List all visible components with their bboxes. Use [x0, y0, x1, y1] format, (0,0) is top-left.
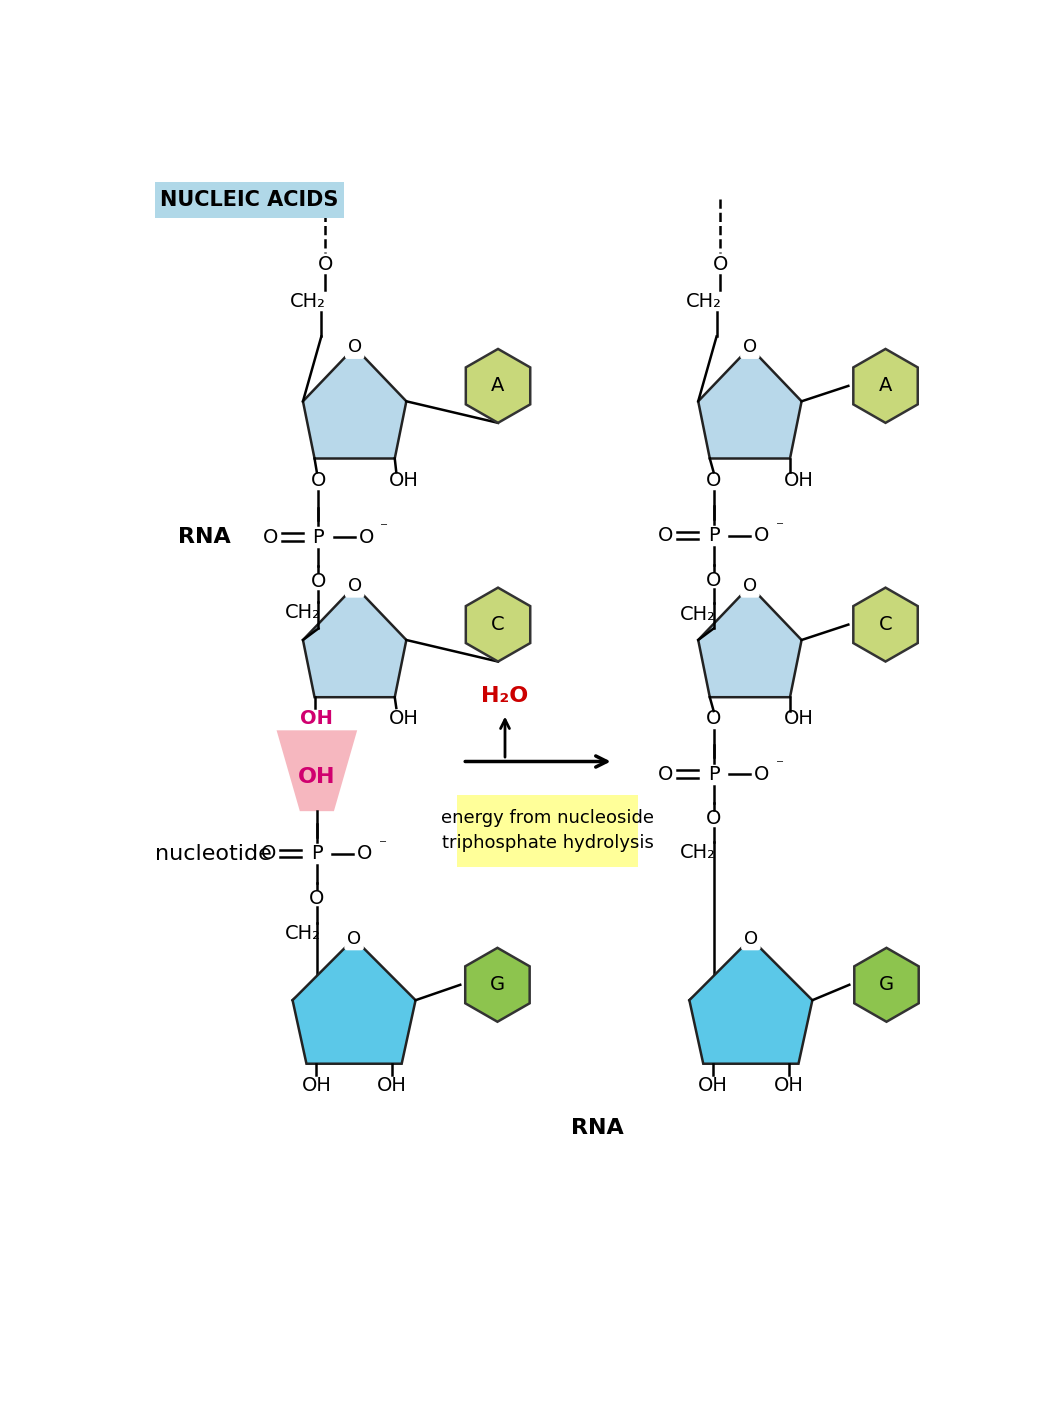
Text: O: O — [358, 844, 372, 863]
Text: O: O — [261, 844, 277, 863]
Polygon shape — [303, 347, 406, 458]
Polygon shape — [853, 587, 918, 662]
Text: OH: OH — [389, 710, 419, 728]
Text: OH: OH — [784, 471, 814, 489]
Text: O: O — [347, 930, 361, 947]
Polygon shape — [303, 586, 406, 697]
Text: OH: OH — [774, 1076, 803, 1094]
Text: OH: OH — [377, 1076, 406, 1094]
Polygon shape — [689, 939, 813, 1064]
Text: OH: OH — [298, 767, 335, 787]
Text: O: O — [310, 889, 325, 908]
Text: G: G — [489, 975, 505, 995]
FancyBboxPatch shape — [154, 183, 344, 218]
Text: OH: OH — [389, 471, 419, 489]
Text: O: O — [348, 577, 362, 594]
Text: A: A — [492, 377, 504, 395]
Polygon shape — [466, 348, 530, 423]
Text: RNA: RNA — [178, 527, 231, 547]
Text: ⁻: ⁻ — [776, 518, 783, 534]
Polygon shape — [853, 348, 918, 423]
Polygon shape — [854, 948, 918, 1021]
Text: O: O — [317, 256, 333, 274]
Text: NUCLEIC ACIDS: NUCLEIC ACIDS — [160, 190, 338, 211]
Text: P: P — [311, 844, 322, 863]
Text: C: C — [879, 615, 893, 634]
Text: P: P — [313, 527, 325, 547]
Text: O: O — [263, 527, 278, 547]
Text: O: O — [706, 471, 721, 489]
Text: P: P — [708, 764, 719, 784]
Text: O: O — [754, 764, 769, 784]
Text: CH₂: CH₂ — [290, 292, 327, 311]
Text: ⁻: ⁻ — [379, 837, 386, 851]
Text: O: O — [744, 930, 758, 947]
Text: O: O — [311, 471, 326, 489]
Text: O: O — [706, 809, 721, 829]
Text: C: C — [492, 615, 504, 634]
Text: ⁻: ⁻ — [776, 757, 783, 773]
Polygon shape — [465, 948, 530, 1021]
Text: RNA: RNA — [571, 1117, 624, 1138]
Text: energy from nucleoside
triphosphate hydrolysis: energy from nucleoside triphosphate hydr… — [442, 809, 654, 853]
Text: O: O — [743, 577, 757, 594]
Text: O: O — [658, 525, 674, 545]
Text: OH: OH — [784, 710, 814, 728]
Text: CH₂: CH₂ — [685, 292, 721, 311]
Text: O: O — [713, 256, 728, 274]
Text: G: G — [879, 975, 894, 995]
Text: H₂O: H₂O — [481, 686, 529, 707]
Text: O: O — [658, 764, 674, 784]
Text: CH₂: CH₂ — [680, 843, 716, 863]
Polygon shape — [277, 731, 358, 811]
Text: O: O — [706, 570, 721, 590]
Text: A: A — [879, 377, 893, 395]
Text: CH₂: CH₂ — [285, 603, 321, 622]
Text: O: O — [348, 339, 362, 357]
Text: CH₂: CH₂ — [285, 924, 321, 943]
Text: P: P — [708, 525, 719, 545]
Polygon shape — [698, 347, 801, 458]
Text: CH₂: CH₂ — [680, 604, 716, 624]
Text: O: O — [359, 527, 375, 547]
Text: OH: OH — [300, 710, 333, 728]
Text: O: O — [743, 339, 757, 357]
Text: nucleotide: nucleotide — [154, 843, 271, 864]
Polygon shape — [466, 587, 530, 662]
Text: O: O — [706, 710, 721, 728]
Text: O: O — [754, 525, 769, 545]
Text: OH: OH — [698, 1076, 728, 1094]
Polygon shape — [698, 586, 801, 697]
Polygon shape — [293, 939, 416, 1064]
Text: O: O — [311, 572, 326, 592]
Text: ⁻: ⁻ — [380, 520, 388, 535]
Text: OH: OH — [301, 1076, 331, 1094]
FancyBboxPatch shape — [456, 795, 638, 867]
